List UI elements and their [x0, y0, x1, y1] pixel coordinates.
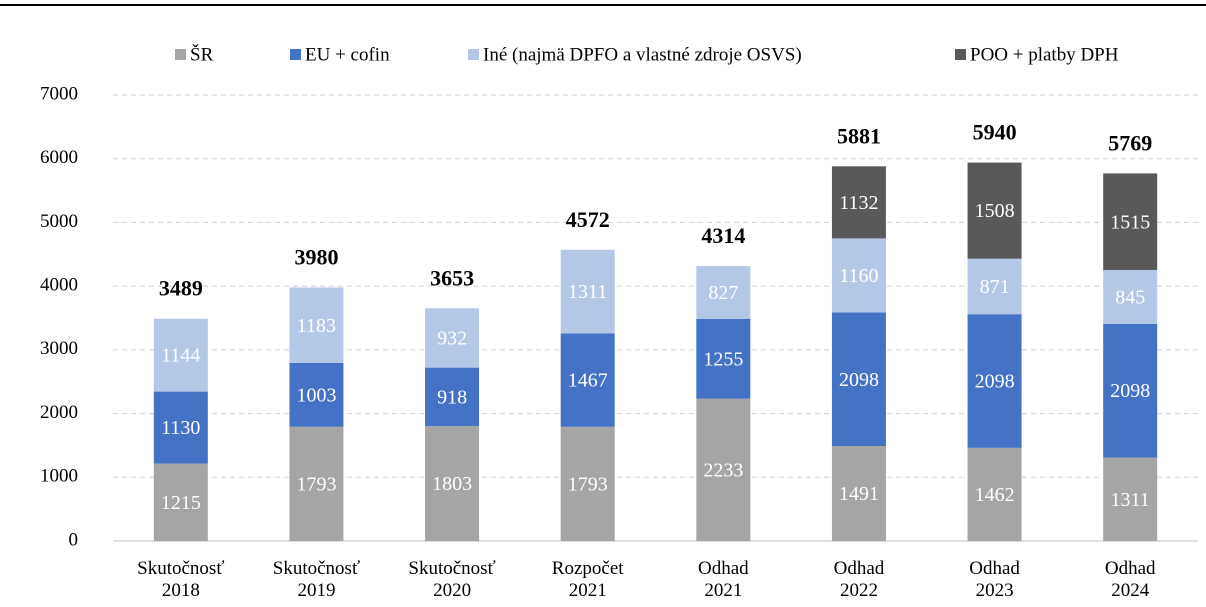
bar-segment [289, 426, 344, 541]
data-label: 845 [1115, 286, 1145, 308]
bar-segment [831, 312, 886, 447]
data-label: 1183 [297, 315, 336, 337]
data-label: 1160 [839, 265, 878, 287]
data-label: 1462 [975, 484, 1015, 506]
total-label: 5940 [973, 120, 1017, 145]
y-tick-label: 0 [69, 529, 79, 550]
x-tick-label: Skutočnosť 2019 [272, 558, 361, 601]
bar-segment [425, 367, 480, 427]
data-label: 1255 [703, 348, 743, 370]
bar-segment [560, 333, 615, 427]
data-label: 1215 [161, 492, 201, 514]
data-label: 1793 [296, 473, 336, 495]
total-label: 4314 [701, 223, 745, 248]
bar-segment [425, 426, 480, 541]
bar-segment [967, 162, 1022, 259]
bar-segment [1103, 457, 1158, 541]
x-tick-label: Odhad 2022 [833, 558, 885, 601]
bar-segment [289, 362, 344, 427]
y-tick-label: 6000 [40, 147, 78, 168]
data-label: 827 [708, 282, 738, 304]
data-label: 2098 [1110, 380, 1150, 402]
bar-segment [831, 446, 886, 541]
bar-segment [1103, 323, 1158, 458]
y-tick-label: 1000 [40, 466, 78, 487]
data-label: 1467 [568, 370, 608, 392]
bar-segment [696, 398, 751, 541]
x-tick-label: Skutočnosť 2018 [137, 558, 225, 601]
legend-label: POO + platby DPH [970, 44, 1119, 65]
y-tick-label: 7000 [40, 83, 78, 104]
bar-segment [831, 238, 886, 313]
bar-segment [831, 166, 886, 239]
bar-segment [967, 447, 1022, 541]
total-label: 3653 [430, 265, 474, 290]
x-tick-label: Odhad 2024 [1104, 558, 1156, 601]
legend-label: Iné (najmä DPFO a vlastné zdroje OSVS) [483, 44, 802, 65]
bar-segment [560, 249, 615, 334]
data-label: 1130 [161, 417, 200, 439]
x-tick-label: Skutočnosť 2020 [408, 558, 496, 601]
data-label: 2098 [839, 369, 879, 391]
data-label: 932 [437, 328, 467, 350]
bar-segment [153, 463, 208, 541]
bar-segment [1103, 269, 1158, 324]
legend-swatch [468, 49, 479, 60]
data-label: 918 [437, 386, 467, 408]
legend-swatch [175, 49, 186, 60]
legend-swatch [955, 49, 966, 60]
bar-segment [289, 287, 344, 363]
legend-label: EU + cofin [305, 44, 390, 65]
data-label: 1132 [839, 192, 878, 214]
bar-segment [153, 318, 208, 392]
total-label: 5881 [837, 123, 881, 148]
x-tick-label: Rozpočet 2021 [551, 558, 624, 601]
legend-swatch [290, 49, 301, 60]
data-label: 2233 [703, 459, 743, 481]
data-label: 1311 [568, 281, 607, 303]
bar-segment [425, 308, 480, 368]
bar-segment [560, 426, 615, 541]
data-label: 1803 [432, 473, 472, 495]
bar-segment [967, 314, 1022, 448]
total-label: 5769 [1108, 130, 1152, 155]
x-tick-label: Odhad 2021 [697, 558, 749, 601]
data-label: 1144 [161, 345, 200, 367]
data-label: 2098 [975, 371, 1015, 393]
total-label: 3980 [294, 245, 338, 270]
y-tick-label: 2000 [40, 402, 78, 423]
bar-segment [967, 258, 1022, 315]
data-label: 1793 [568, 473, 608, 495]
bar-segment [696, 266, 751, 319]
y-tick-label: 3000 [40, 338, 78, 359]
data-label: 1491 [839, 483, 879, 505]
data-label: 1508 [975, 200, 1015, 222]
y-tick-label: 4000 [40, 275, 78, 296]
total-label: 3489 [159, 276, 203, 301]
data-label: 1515 [1110, 211, 1150, 233]
data-label: 1003 [296, 384, 336, 406]
x-tick-label: Odhad 2023 [969, 558, 1020, 601]
data-label: 871 [980, 276, 1010, 298]
y-tick-label: 5000 [40, 211, 78, 232]
bar-segment [153, 391, 208, 464]
bar-segment [696, 318, 751, 399]
bar-segment [1103, 173, 1158, 270]
total-label: 4572 [566, 207, 610, 232]
data-label: 1311 [1111, 489, 1150, 511]
legend-label: ŠR [190, 43, 214, 65]
